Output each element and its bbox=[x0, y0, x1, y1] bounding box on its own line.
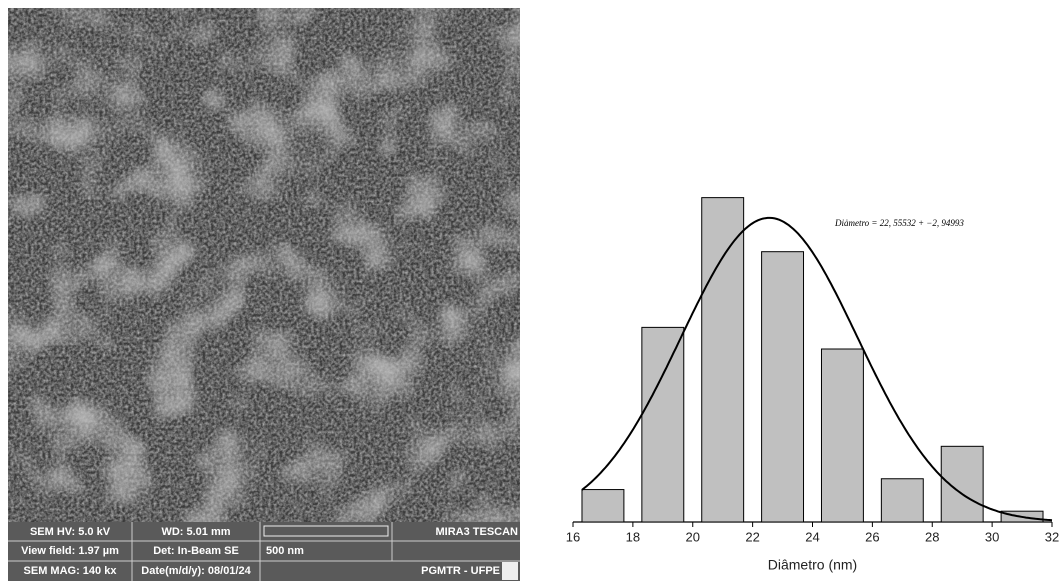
sem-info-text: SEM MAG: 140 kx bbox=[24, 565, 118, 577]
sem-info-bar bbox=[8, 522, 520, 581]
bar bbox=[641, 326, 685, 523]
annotation: Diȧmetro = 22, 55532 + −2, 94993 bbox=[834, 218, 964, 228]
x-tick-label: 24 bbox=[805, 529, 819, 544]
x-tick-label: 22 bbox=[745, 529, 759, 544]
sem-info-text: MIRA3 TESCAN bbox=[435, 526, 518, 538]
bar bbox=[820, 348, 864, 523]
sem-info-text: Det: In-Beam SE bbox=[153, 545, 239, 557]
sem-image bbox=[8, 8, 520, 522]
bar bbox=[761, 251, 805, 523]
sem-info-text: 500 nm bbox=[266, 545, 304, 557]
x-tick-label: 18 bbox=[626, 529, 640, 544]
bar bbox=[701, 197, 745, 523]
x-tick-label: 28 bbox=[925, 529, 939, 544]
bar bbox=[880, 478, 924, 523]
sem-info-text: WD: 5.01 mm bbox=[161, 526, 230, 538]
x-tick-label: 30 bbox=[985, 529, 999, 544]
sem-info-text: PGMTR - UFPE bbox=[421, 565, 500, 577]
sem-info-text: SEM HV: 5.0 kV bbox=[30, 526, 111, 538]
sem-info-text: Date(m/d/y): 08/01/24 bbox=[141, 565, 251, 577]
x-axis-title: Diâmetro (nm) bbox=[768, 557, 857, 573]
bar bbox=[940, 445, 984, 523]
fit-curve bbox=[581, 216, 1053, 522]
x-tick-label: 16 bbox=[566, 529, 580, 544]
bar bbox=[581, 489, 625, 523]
x-tick-label: 26 bbox=[865, 529, 879, 544]
x-tick-label: 32 bbox=[1045, 529, 1059, 544]
sem-info-text: View field: 1.97 µm bbox=[21, 545, 119, 557]
x-tick-label: 20 bbox=[686, 529, 700, 544]
